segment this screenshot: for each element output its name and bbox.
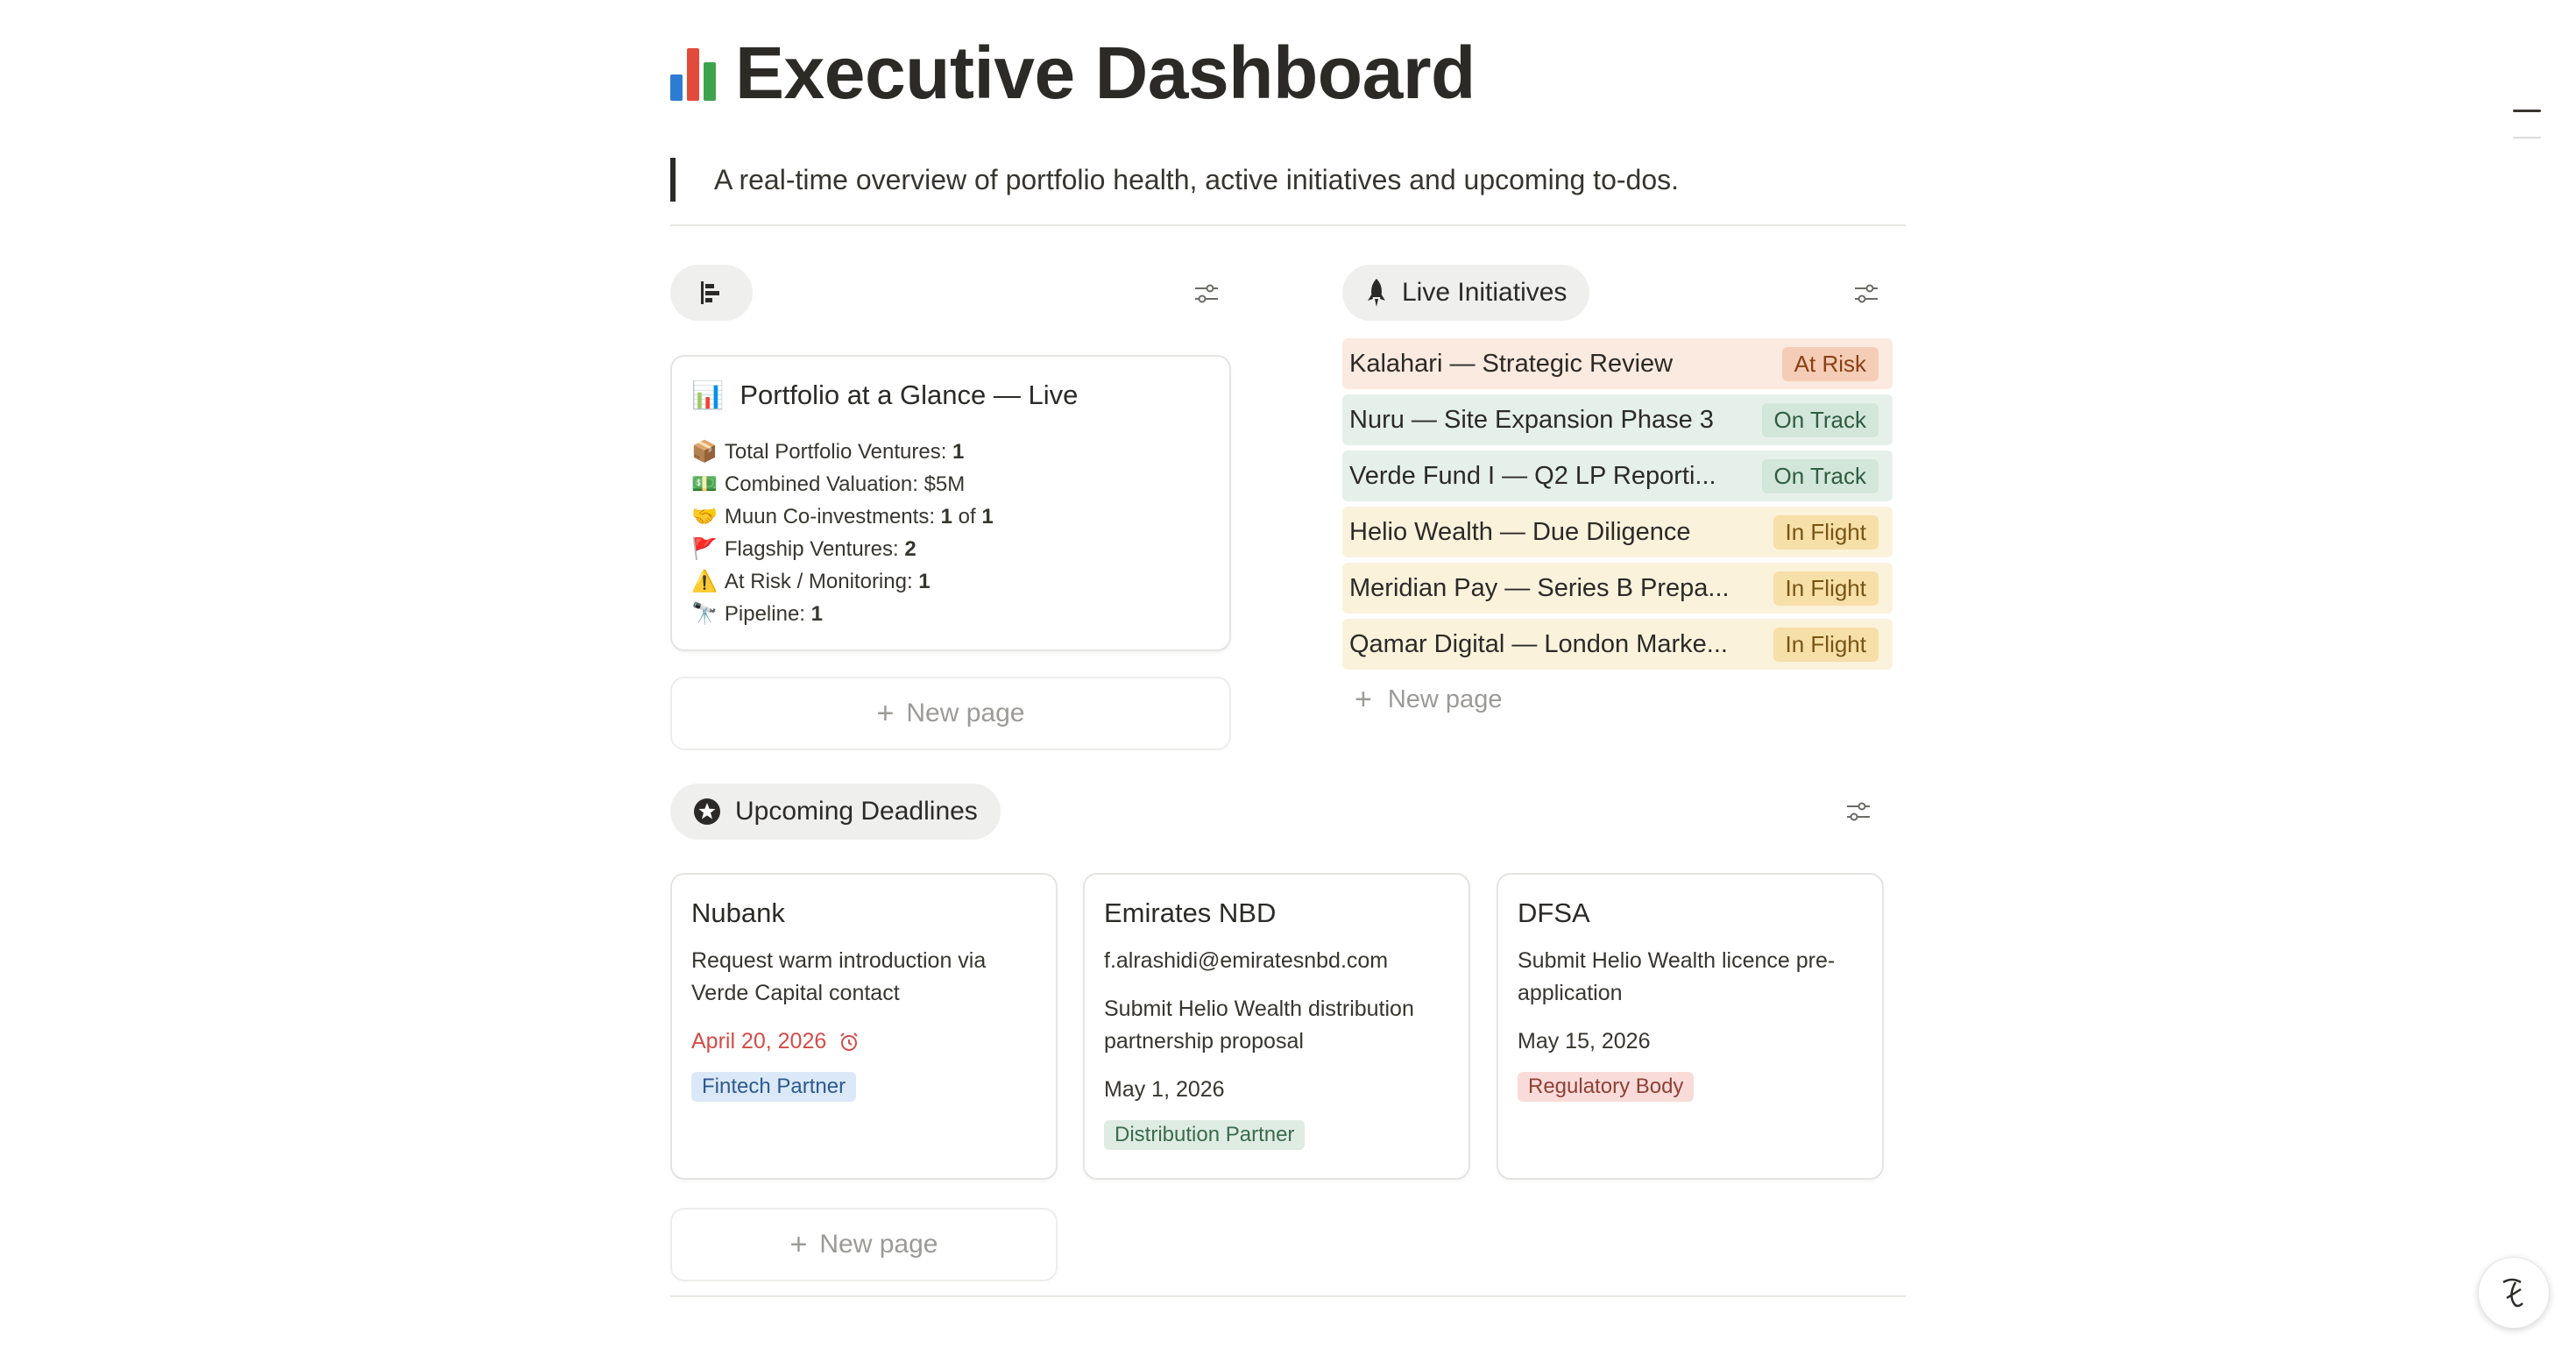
- sliders-icon: [1855, 284, 1878, 303]
- handshake-icon: 🤝: [691, 504, 718, 529]
- deadlines-filter-button[interactable]: [1839, 792, 1878, 831]
- deadlines-view-tab[interactable]: Upcoming Deadlines: [670, 784, 1001, 840]
- deadline-title: Emirates NBD: [1104, 897, 1277, 928]
- deadline-task: Request warm introduction via Verde Capi…: [691, 948, 987, 1005]
- new-page-label: New page: [906, 699, 1025, 727]
- initiative-row[interactable]: Meridian Pay — Series B Prepa... In Flig…: [1342, 563, 1893, 614]
- initiatives-new-page-button[interactable]: + New page: [1355, 680, 1502, 719]
- line-label: At Risk / Monitoring:: [724, 570, 919, 593]
- alarm-clock-icon: [840, 1032, 858, 1051]
- line-value: 1: [810, 602, 823, 626]
- initiative-row[interactable]: Qamar Digital — London Marke... In Fligh…: [1342, 619, 1893, 670]
- line-label: Muun Co-investments:: [724, 505, 941, 529]
- line-label: Flagship Ventures:: [724, 537, 905, 561]
- page-title: Executive Dashboard: [670, 32, 1476, 114]
- portfolio-view-tab[interactable]: [670, 265, 753, 321]
- portfolio-line-risk: ⚠️ At Risk / Monitoring: 1: [691, 565, 1210, 598]
- deadline-card[interactable]: DFSA Submit Helio Wealth licence pre-app…: [1497, 873, 1884, 1180]
- line-value: 1: [952, 440, 965, 464]
- divider: [670, 224, 1906, 226]
- pen-nib-icon: [2502, 1278, 2523, 1308]
- line-value: 1: [981, 505, 994, 529]
- initiative-row[interactable]: Verde Fund I — Q2 LP Reporti... On Track: [1342, 450, 1893, 501]
- portfolio-filter-button[interactable]: [1187, 274, 1226, 313]
- initiatives-title: Live Initiatives: [1402, 278, 1568, 307]
- bar-chart-icon: [670, 45, 716, 101]
- initiative-name: Nuru — Site Expansion Phase 3: [1349, 405, 1714, 434]
- outline-line-icon: [2513, 137, 2541, 138]
- star-circle-icon: [694, 798, 720, 825]
- new-page-label: New page: [1387, 685, 1503, 713]
- package-icon: 📦: [691, 439, 718, 464]
- outline-line-icon: [2513, 110, 2541, 112]
- page-title-text: Executive Dashboard: [735, 31, 1476, 114]
- divider: [670, 1295, 1906, 1297]
- plus-icon: +: [876, 696, 895, 730]
- deadlines-new-page-button[interactable]: + New page: [670, 1208, 1058, 1281]
- deadline-task: Submit Helio Wealth distribution partner…: [1104, 997, 1414, 1053]
- portfolio-card[interactable]: 📊 Portfolio at a Glance — Live 📦 Total P…: [670, 355, 1231, 651]
- plus-icon: +: [1355, 682, 1372, 716]
- portfolio-line-coinvest: 🤝 Muun Co-investments: 1 of 1: [691, 500, 1210, 533]
- initiative-row[interactable]: Helio Wealth — Due Diligence In Flight: [1342, 507, 1893, 557]
- initiative-name: Qamar Digital — London Marke...: [1349, 629, 1728, 658]
- portfolio-line-flagship: 🚩 Flagship Ventures: 2: [691, 533, 1210, 565]
- flag-icon: 🚩: [691, 536, 718, 561]
- deadline-tag: Fintech Partner: [691, 1072, 857, 1102]
- plus-icon: +: [789, 1227, 808, 1261]
- line-label: Pipeline:: [724, 602, 811, 626]
- portfolio-card-title: Portfolio at a Glance — Live: [740, 380, 1079, 410]
- status-badge: In Flight: [1773, 627, 1879, 662]
- help-button[interactable]: [2478, 1257, 2550, 1329]
- deadline-tag: Distribution Partner: [1104, 1120, 1306, 1150]
- initiative-name: Verde Fund I — Q2 LP Reporti...: [1349, 461, 1716, 490]
- status-badge: In Flight: [1773, 514, 1879, 550]
- chart-emoji-icon: 📊: [691, 380, 725, 411]
- portfolio-line-valuation: 💵 Combined Valuation: $5M: [691, 468, 1210, 500]
- deadline-title: Nubank: [691, 897, 785, 928]
- sliders-icon: [1847, 802, 1870, 821]
- outline-toggle[interactable]: [2513, 110, 2541, 141]
- initiatives-view-tab[interactable]: Live Initiatives: [1342, 265, 1590, 321]
- telescope-icon: 🔭: [691, 601, 718, 626]
- deadline-task: Submit Helio Wealth licence pre-applicat…: [1518, 948, 1836, 1005]
- money-icon: 💵: [691, 472, 718, 496]
- deadline-card[interactable]: Nubank Request warm introduction via Ver…: [670, 873, 1058, 1180]
- deadline-title: DFSA: [1518, 897, 1590, 928]
- warning-icon: ⚠️: [691, 569, 718, 593]
- portfolio-line-pipeline: 🔭 Pipeline: 1: [691, 598, 1210, 630]
- quote-text: A real-time overview of portfolio health…: [714, 163, 1679, 195]
- line-value: 2: [904, 537, 916, 561]
- status-badge: On Track: [1761, 402, 1879, 437]
- line-label: Total Portfolio Ventures:: [724, 440, 953, 464]
- deadline-card[interactable]: Emirates NBD f.alrashidi@emiratesnbd.com…: [1083, 873, 1470, 1180]
- deadlines-title: Upcoming Deadlines: [735, 797, 978, 826]
- line-label: Combined Valuation: $5M: [724, 472, 966, 496]
- status-badge: At Risk: [1781, 346, 1879, 381]
- deadline-tag: Regulatory Body: [1518, 1072, 1695, 1102]
- line-value: 1: [918, 570, 931, 593]
- sliders-icon: [1195, 284, 1218, 303]
- deadline-date: April 20, 2026: [691, 1029, 827, 1053]
- initiative-name: Helio Wealth — Due Diligence: [1349, 517, 1691, 546]
- deadline-date: May 15, 2026: [1518, 1029, 1651, 1053]
- page-description-quote: A real-time overview of portfolio health…: [670, 158, 1679, 202]
- new-page-label: New page: [819, 1230, 938, 1259]
- deadline-date: May 1, 2026: [1104, 1077, 1225, 1102]
- rocket-icon: [1368, 279, 1385, 307]
- initiatives-filter-button[interactable]: [1847, 274, 1886, 313]
- line-value: 1: [940, 505, 953, 529]
- deadline-date-row: April 20, 2026: [691, 1025, 1037, 1058]
- initiative-name: Kalahari — Strategic Review: [1349, 349, 1674, 378]
- initiative-row[interactable]: Nuru — Site Expansion Phase 3 On Track: [1342, 394, 1893, 445]
- portfolio-line-total: 📦 Total Portfolio Ventures: 1: [691, 436, 1210, 468]
- status-badge: In Flight: [1773, 571, 1879, 606]
- portfolio-new-page-button[interactable]: + New page: [670, 677, 1231, 750]
- status-badge: On Track: [1761, 458, 1879, 493]
- initiative-row[interactable]: Kalahari — Strategic Review At Risk: [1342, 338, 1893, 389]
- line-mid: of: [952, 505, 982, 529]
- gantt-icon: [701, 281, 719, 304]
- initiative-name: Meridian Pay — Series B Prepa...: [1349, 573, 1730, 602]
- deadline-email[interactable]: f.alrashidi@emiratesnbd.com: [1104, 948, 1389, 973]
